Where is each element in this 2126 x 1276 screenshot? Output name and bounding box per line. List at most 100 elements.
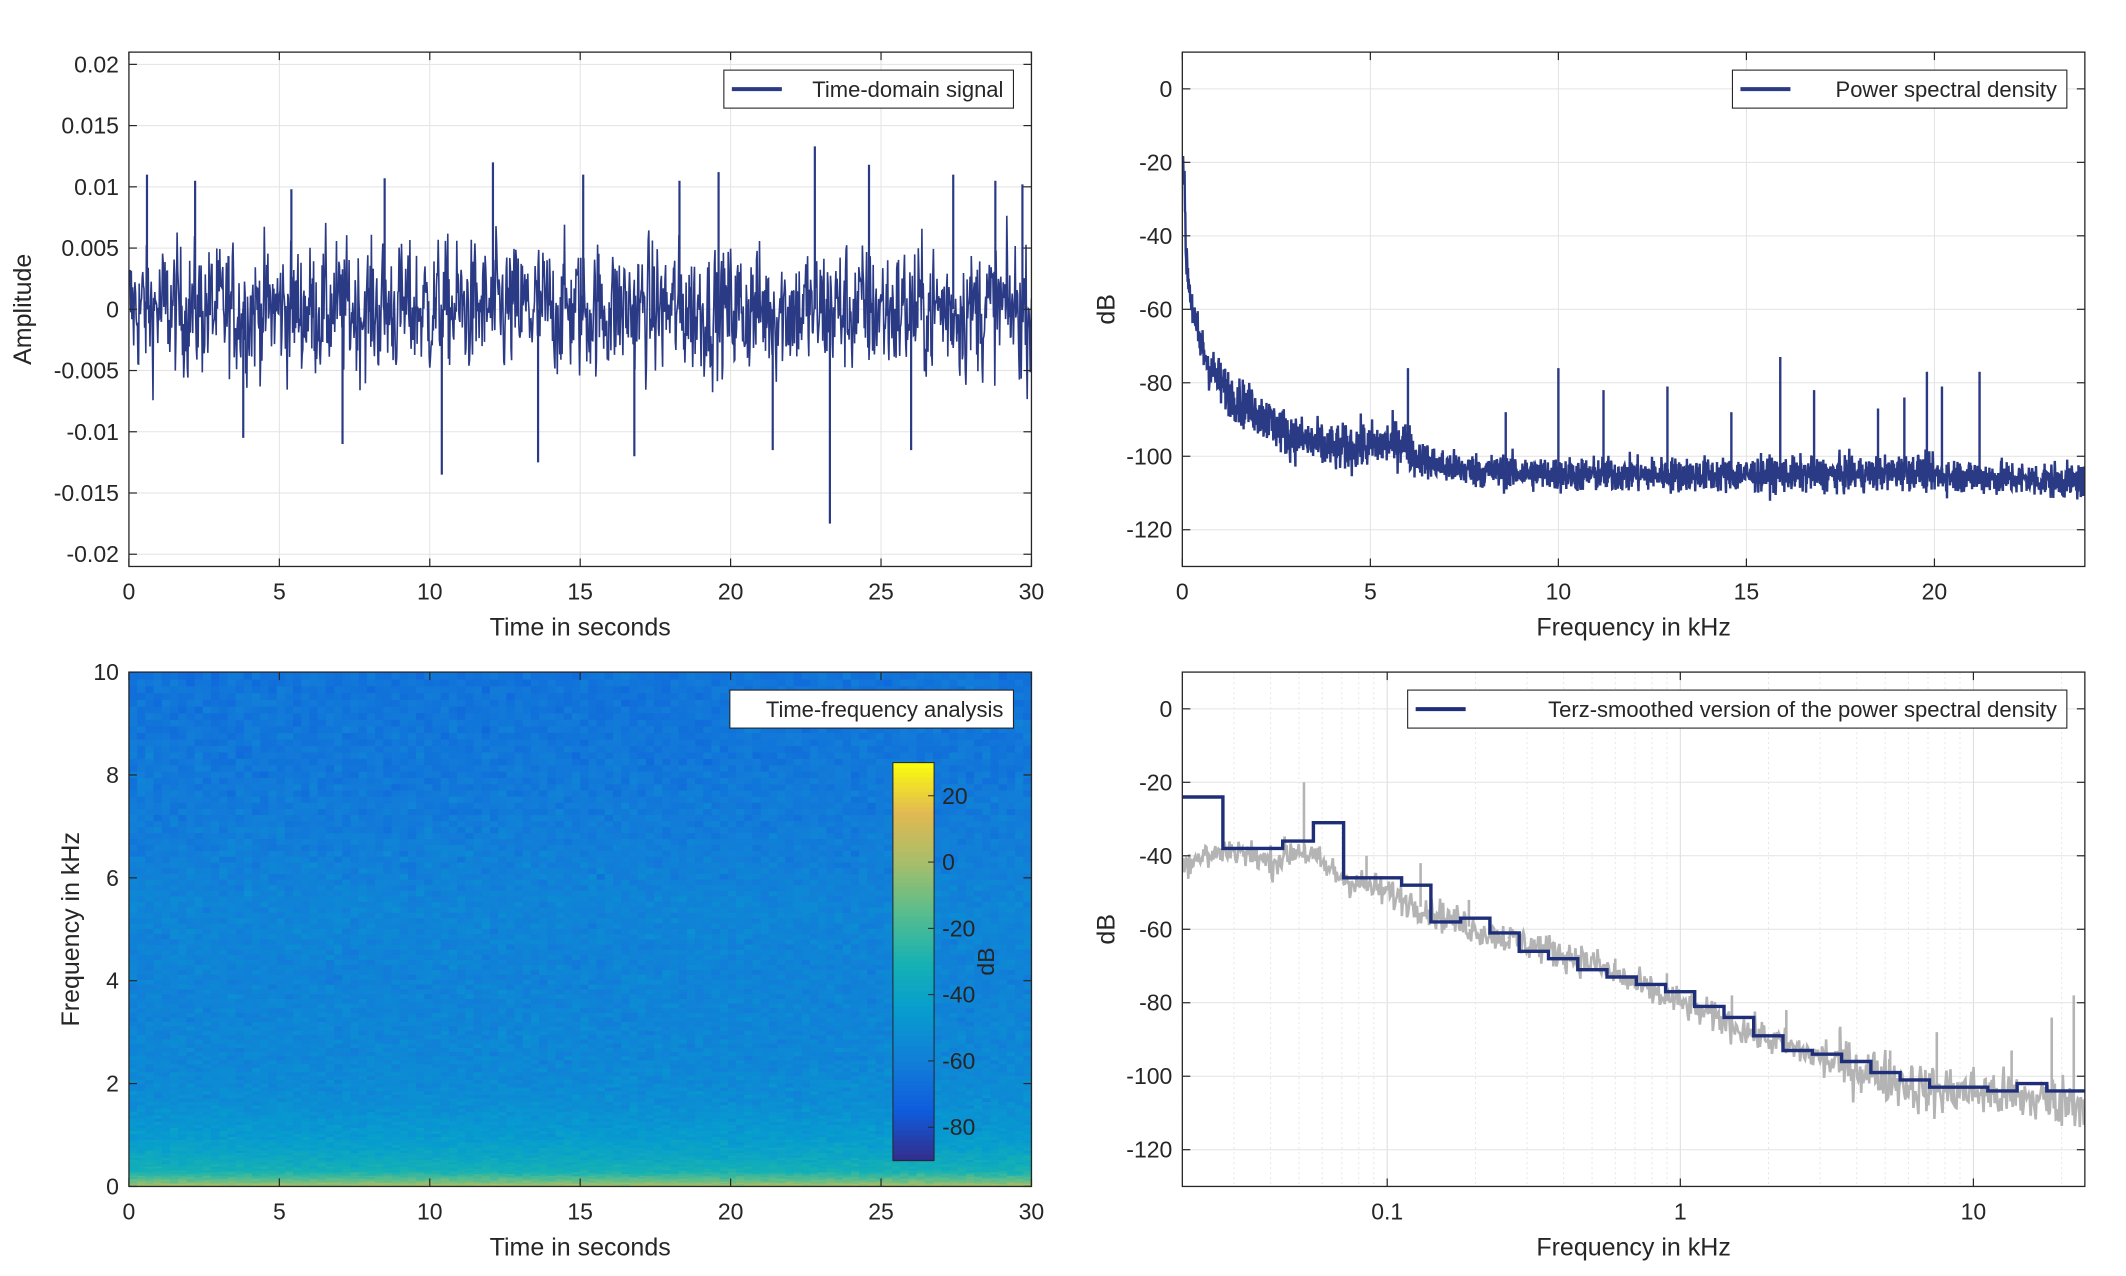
spectrogram-cell [760,1167,770,1171]
spectrogram-cell [949,1169,959,1173]
spectrogram-cell [571,1108,581,1113]
spectrogram-cell [662,1149,672,1153]
spectrogram-cell [301,1171,311,1175]
spectrogram-cell [818,1141,827,1146]
spectrogram-cell [703,1141,713,1146]
spectrogram-cell [818,1173,827,1176]
spectrogram-cell [169,1175,179,1178]
spectrogram-cell [293,1097,302,1102]
spectrogram-cell [317,1144,327,1148]
spectrogram-cell [481,1141,491,1146]
spectrogram-cell [391,1108,401,1113]
spectrogram-cell [137,1101,146,1106]
spectrogram-cell [1023,1161,1033,1165]
spectrogram-cell [998,1175,1008,1178]
spectrogram-cell [883,1118,893,1122]
spectrogram-cell [489,1094,499,1099]
spectrogram-cell [366,1127,376,1132]
spectrogram-cell [670,1173,680,1176]
spectrogram-cell [293,1083,302,1088]
spectrogram-cell [169,1133,179,1137]
spectrogram-cell [744,1185,754,1187]
spectrogram-cell [145,1144,155,1148]
spectrogram-cell [932,1176,942,1179]
spectrogram-cell [809,1185,819,1187]
spectrogram-cell [621,1130,631,1135]
spectrogram-cell [949,1094,959,1099]
spectrogram-cell [432,1090,442,1095]
spectrogram-cell [670,1157,680,1161]
spectrogram-cell [563,1167,573,1171]
spectrogram-cell [777,1163,786,1167]
spectrogram-cell [498,1179,507,1182]
spectrogram-cell [457,1133,466,1137]
spectrogram-cell [202,1157,212,1161]
spectrogram-cell [383,1108,393,1113]
spectrogram-cell [506,1141,516,1146]
spectrogram-cell [440,1124,450,1129]
spectrogram-cell [293,1171,302,1175]
spectrogram-cell [407,1179,417,1182]
spectrogram-cell [695,1147,704,1151]
spectrogram-cell [334,1139,343,1143]
spectrogram-cell [407,1175,417,1178]
spectrogram-cell [850,1090,860,1095]
spectrogram-cell [613,1124,622,1129]
spectrogram-cell [1006,1173,1016,1176]
spectrogram-cell [432,1086,442,1092]
spectrogram-cell [613,1111,622,1116]
spectrogram-cell [243,1178,253,1181]
spectrogram-cell [596,1167,606,1171]
spectrogram-cell [391,1133,401,1137]
spectrogram-cell [686,1169,696,1173]
spectrogram-cell [637,1127,647,1132]
spectrogram-cell [555,1133,565,1137]
spectrogram-cell [473,1180,483,1183]
spectrogram-cell [350,1144,360,1148]
spectrogram-cell [325,1121,335,1125]
spectrogram-cell [358,1157,368,1161]
spectrogram-cell [210,1141,220,1146]
spectrogram-cell [982,1152,992,1156]
spectrogram-cell [924,1184,934,1186]
spectrogram-cell [432,1157,442,1161]
spectrogram-cell [334,1130,343,1135]
spectrogram-cell [210,1114,220,1119]
spectrogram-cell [711,1173,721,1176]
spectrogram-cell [276,1097,286,1102]
spectrogram-cell [276,1152,286,1156]
spectrogram-cell [752,1179,762,1182]
spectrogram-cell [194,1141,204,1146]
spectrogram-cell [801,1090,811,1095]
spectrogram-cell [325,1176,335,1179]
spectrogram-cell [293,1167,302,1171]
spectrogram-cell [284,1184,294,1186]
spectrogram-cell [317,1173,327,1176]
spectrogram-cell [293,1178,302,1181]
spectrogram-cell [621,1090,631,1095]
spectrogram-cell [604,1173,614,1176]
spectrogram-cell [867,1185,877,1187]
spectrogram-cell [834,1111,844,1116]
spectrogram-cell [563,1152,573,1156]
spectrogram-cell [547,1179,557,1182]
spectrogram-cell [260,1161,270,1165]
y-tick-label: -0.015 [54,480,119,506]
spectrogram-cell [235,1159,245,1163]
spectrogram-cell [284,1167,294,1171]
spectrogram-cell [350,1182,360,1184]
spectrogram-cell [334,1097,343,1102]
spectrogram-cell [334,1118,343,1122]
spectrogram-cell [276,1173,286,1176]
spectrogram-cell [489,1173,499,1176]
spectrogram-cell [571,1152,581,1156]
spectrogram-cell [440,1152,450,1156]
spectrogram-cell [448,1139,458,1143]
spectrogram-cell [703,1133,713,1137]
spectrogram-cell [350,1169,360,1173]
spectrogram-cell [654,1175,663,1178]
spectrogram-cell [809,1182,819,1184]
spectrogram-cell [547,1094,557,1099]
spectrogram-cell [440,1121,450,1125]
spectrogram-cell [949,1147,959,1151]
